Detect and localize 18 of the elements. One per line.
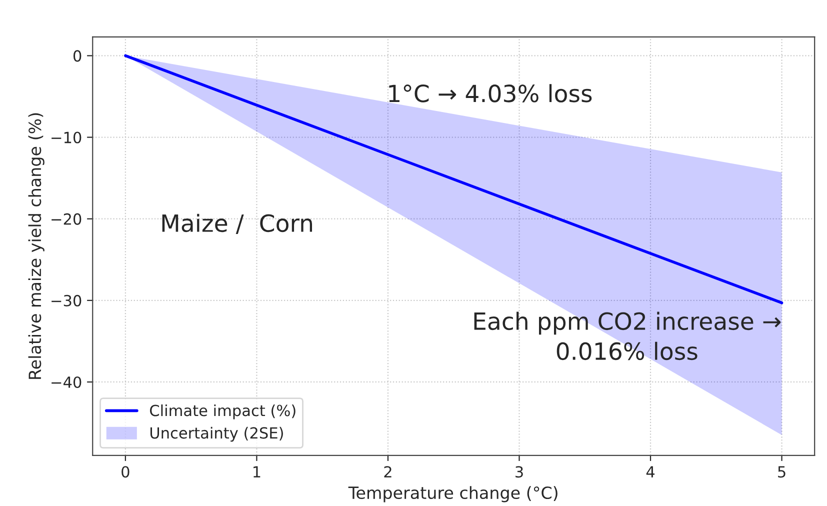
annotation: Each ppm CO2 increase → 0.016% loss [474, 312, 781, 360]
x-tick-label: 0 [122, 466, 130, 478]
y-axis-title: Relative maize yield change (%) [28, 113, 44, 379]
x-axis-title: Temperature change (°C) [348, 486, 558, 502]
x-tick-label: 4 [646, 466, 655, 478]
y-tick-label: −10 [52, 132, 82, 144]
y-tick-label: −40 [52, 376, 82, 388]
y-tick-label: 0 [73, 50, 82, 62]
annotation: Uncertainty (2SE) [150, 426, 283, 442]
x-tick-label: 2 [384, 466, 392, 478]
annotation: Maize / Corn [162, 214, 312, 234]
annotation: 1°C → 4.03% loss [389, 84, 592, 102]
x-tick-label: 5 [778, 466, 786, 478]
x-tick-label: 1 [254, 466, 260, 478]
y-tick-label: −30 [52, 294, 82, 306]
x-tick-label: 3 [516, 466, 523, 478]
y-tick-label: −20 [52, 213, 82, 225]
legend-label: Climate impact (%) [150, 404, 296, 420]
